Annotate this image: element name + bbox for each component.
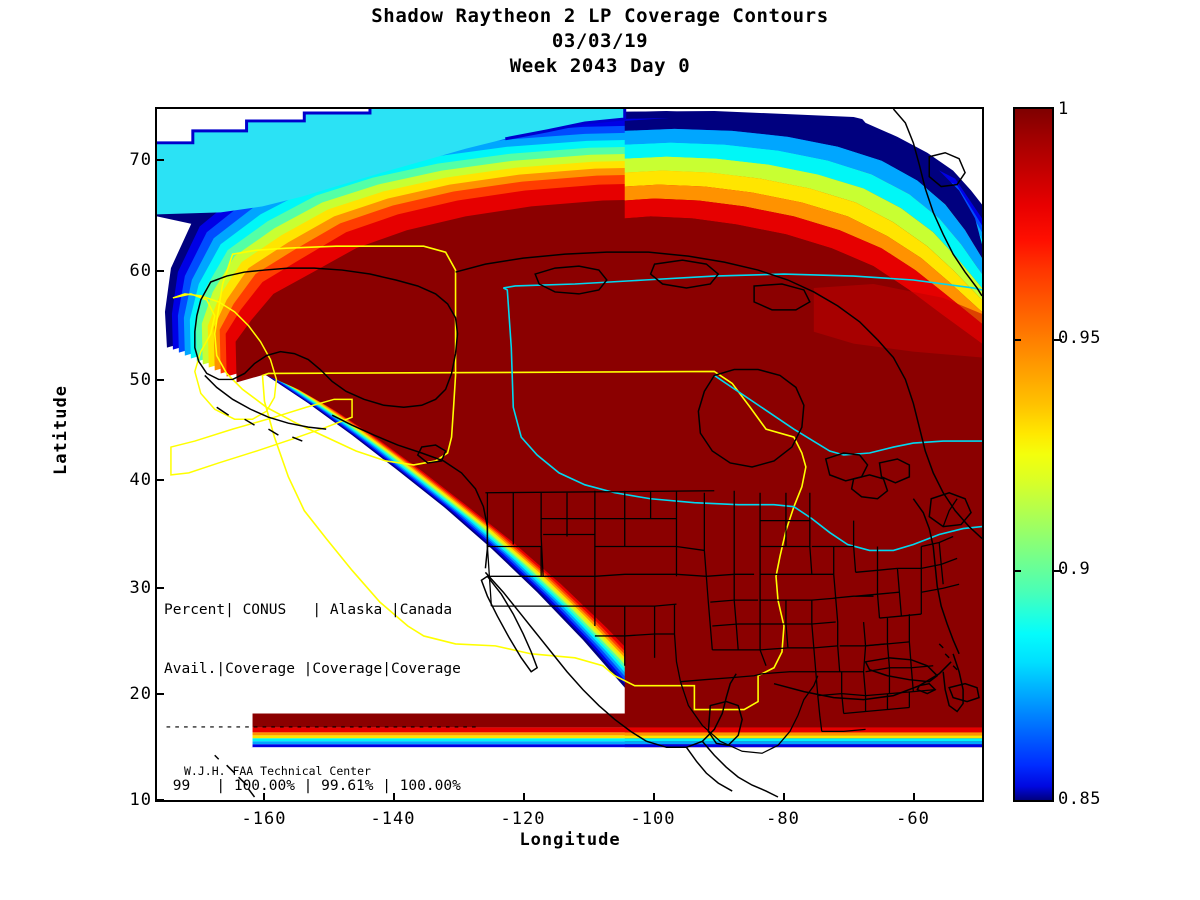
colorbar-label-085: 0.85 [1058, 789, 1101, 809]
colorbar-label-095: 0.95 [1058, 328, 1101, 348]
ytick-label-50: 50 [129, 370, 152, 390]
aleutian-boundary [170, 398, 353, 476]
canada-boundary-ne [713, 374, 982, 456]
canada-north-boundary [503, 273, 982, 291]
title-line-2: 03/03/19 [551, 30, 649, 52]
ytick-label-10: 10 [129, 790, 152, 810]
ytick-label-20: 20 [129, 684, 152, 704]
xtick-label--160: -160 [241, 809, 287, 829]
xtick-label--80: -80 [766, 809, 800, 829]
stats-divider: ------------------------------------ [164, 719, 479, 735]
title-line-3: Week 2043 Day 0 [509, 55, 691, 77]
ytick-label-70: 70 [129, 150, 152, 170]
chart-title-block: Shadow Raytheon 2 LP Coverage Contours 0… [0, 4, 1200, 79]
alaska-service-boundary [213, 245, 457, 466]
colorbar-tick-09 [1054, 570, 1062, 572]
colorbar-gradient [1013, 107, 1054, 802]
title-line-1: Shadow Raytheon 2 LP Coverage Contours [371, 5, 829, 27]
us-state-boundaries [485, 490, 960, 754]
ytick-label-30: 30 [129, 578, 152, 598]
colorbar-label-1: 1 [1058, 99, 1069, 119]
stats-header-row-1: Percent| CONUS | Alaska |Canada [164, 602, 453, 618]
colorbar-label-09: 0.9 [1058, 559, 1091, 579]
coverage-statistics-table: Percent| CONUS | Alaska |Canada Avail.|C… [164, 562, 479, 800]
coverage-map-svg [157, 109, 982, 800]
stats-row-99: 99 | 100.00% | 99.61% | 100.00% [164, 777, 461, 794]
canada-service-boundary [502, 287, 982, 552]
colorbar-tick-09-inner [1013, 570, 1021, 572]
xtick-label--120: -120 [500, 809, 546, 829]
colorbar[interactable] [1013, 107, 1062, 802]
xtick-label--60: -60 [896, 809, 930, 829]
ytick-label-60: 60 [129, 261, 152, 281]
stats-header-row-2: Avail.|Coverage |Coverage|Coverage [164, 660, 461, 677]
credit-block: W.J.H. FAA Technical Center WAAS Test Te… [184, 736, 371, 800]
coverage-map-plot[interactable]: Percent| CONUS | Alaska |Canada Avail.|C… [155, 107, 984, 802]
y-axis-title: Latitude [51, 385, 71, 475]
credit-line-1: W.J.H. FAA Technical Center [184, 764, 371, 778]
arctic-fringe-bands [157, 109, 627, 215]
xtick-label--100: -100 [630, 809, 676, 829]
arctic-ne-fringe [624, 116, 982, 800]
x-axis-title: Longitude [519, 830, 621, 850]
south-boundary-fringe [157, 606, 982, 800]
greenland-exclusion [853, 109, 982, 205]
ne-red-plateau [813, 283, 982, 358]
xtick-label--140: -140 [370, 809, 416, 829]
conus-service-boundary [261, 370, 807, 711]
alaska-coast-boundary [172, 293, 278, 420]
colorbar-tick-095 [1054, 339, 1062, 341]
colorbar-tick-095-inner [1013, 339, 1021, 341]
ytick-label-40: 40 [129, 470, 152, 490]
